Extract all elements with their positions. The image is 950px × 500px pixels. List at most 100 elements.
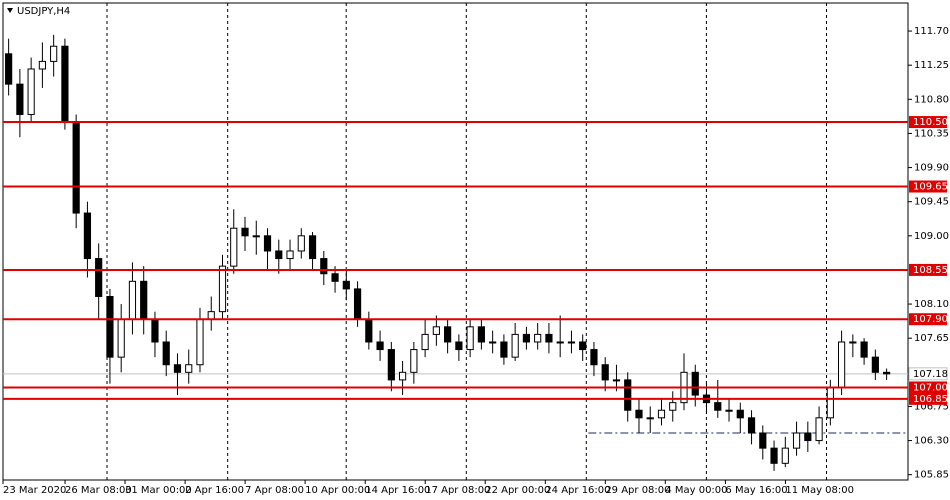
candle-body: [792, 432, 801, 449]
candle-body: [545, 333, 553, 343]
y-tick-label: 109.00: [914, 231, 949, 242]
candle-body: [500, 341, 508, 358]
candle-body: [781, 447, 789, 464]
candle-body: [410, 349, 418, 373]
candle-body: [826, 386, 834, 419]
level-label: 110.50: [913, 117, 948, 128]
candle-body: [455, 341, 463, 351]
level-label-box: [909, 392, 947, 405]
candle-body: [83, 212, 92, 260]
candle-body: [185, 364, 193, 373]
candle-body: [241, 227, 249, 237]
candle-body: [837, 341, 846, 388]
x-tick-label: 17 Apr 08:00: [425, 485, 490, 496]
candle-body: [432, 326, 440, 335]
x-tick-label: 29 Apr 08:00: [605, 485, 670, 496]
candle-body: [140, 280, 148, 320]
candle-body: [669, 402, 677, 411]
level-label-box: [909, 313, 947, 326]
candle-body: [646, 417, 654, 420]
candle-body: [601, 364, 609, 381]
y-tick-label: 109.90: [914, 163, 949, 174]
candle-body: [252, 235, 260, 238]
candle-body: [376, 341, 384, 351]
candle-body: [489, 341, 497, 344]
candle-body: [725, 409, 733, 412]
candle-body: [612, 379, 621, 382]
candle-body: [207, 311, 215, 320]
candle-body: [579, 341, 587, 351]
title-icon: [7, 8, 13, 13]
candle-body: [387, 349, 395, 381]
y-tick-label: 111.25: [914, 60, 949, 71]
candle-body: [173, 364, 182, 373]
level-label-box: [909, 381, 947, 394]
plot-frame: [2, 2, 909, 481]
candle-body: [331, 273, 339, 282]
candle-body: [95, 258, 103, 297]
x-tick-label: 7 Apr 08:00: [245, 485, 304, 496]
candle-body: [263, 235, 272, 252]
candle-body: [421, 333, 429, 351]
candle-body: [297, 235, 305, 252]
candle-body: [342, 280, 350, 290]
candle-body: [624, 379, 632, 411]
candle-body: [286, 250, 294, 260]
x-tick-label: 2 Apr 16:00: [185, 485, 244, 496]
candle-body: [444, 326, 452, 343]
candle-body: [714, 402, 722, 411]
y-tick-label: 111.70: [914, 26, 949, 37]
candle-body: [466, 326, 474, 351]
candle-body: [5, 53, 13, 85]
current-price-box: [908, 367, 948, 381]
candle-body: [218, 265, 227, 313]
x-tick-label: 6 May 16:00: [725, 485, 787, 496]
x-tick-label: 11 May 08:00: [785, 485, 854, 496]
x-tick-label: 31 Mar 00:00: [125, 485, 192, 496]
candle-body: [162, 341, 170, 366]
candle-body: [511, 333, 519, 358]
candle-body: [117, 318, 125, 358]
y-tick-label: 105.85: [914, 470, 949, 481]
y-tick-label: 106.30: [914, 436, 949, 447]
candle-body: [883, 371, 891, 375]
x-tick-label: 4 May 00:00: [665, 485, 727, 496]
candle-body: [353, 288, 362, 320]
candle-body: [61, 45, 69, 123]
candle-body: [106, 295, 114, 358]
candle-body: [849, 341, 857, 344]
level-label-box: [909, 263, 947, 276]
candle-body: [590, 349, 598, 366]
y-tick-label: 108.10: [914, 299, 949, 310]
candle-body: [151, 318, 159, 343]
level-label: 107.90: [913, 314, 948, 325]
level-label: 108.55: [913, 265, 948, 276]
candle-body: [27, 68, 35, 115]
x-tick-label: 22 Apr 00:00: [485, 485, 550, 496]
candle-body: [657, 409, 666, 419]
chart-title: USDJPY,H4: [17, 6, 70, 17]
candle-body: [860, 341, 868, 358]
y-tick-label: 106.75: [914, 401, 949, 412]
x-tick-label: 24 Apr 16:00: [545, 485, 610, 496]
candle-body: [691, 371, 699, 396]
level-label: 107.00: [913, 382, 948, 393]
y-tick-label: 107.65: [914, 333, 949, 344]
level-label-box: [909, 116, 947, 129]
candle-body: [72, 121, 80, 214]
candle-body: [736, 409, 744, 419]
candle-body: [534, 333, 542, 343]
current-price-label: 107.18: [913, 369, 948, 380]
candle-body: [635, 409, 643, 419]
candle-body: [556, 341, 564, 344]
candle-body: [196, 318, 204, 366]
candle-body: [128, 280, 137, 320]
candle-body: [365, 318, 373, 343]
candle-body: [747, 417, 756, 434]
candle-body: [399, 371, 407, 381]
candle-body: [804, 432, 812, 442]
candle-body: [759, 432, 767, 449]
y-tick-label: 110.80: [914, 94, 949, 105]
x-tick-label: 14 Apr 16:00: [365, 485, 430, 496]
